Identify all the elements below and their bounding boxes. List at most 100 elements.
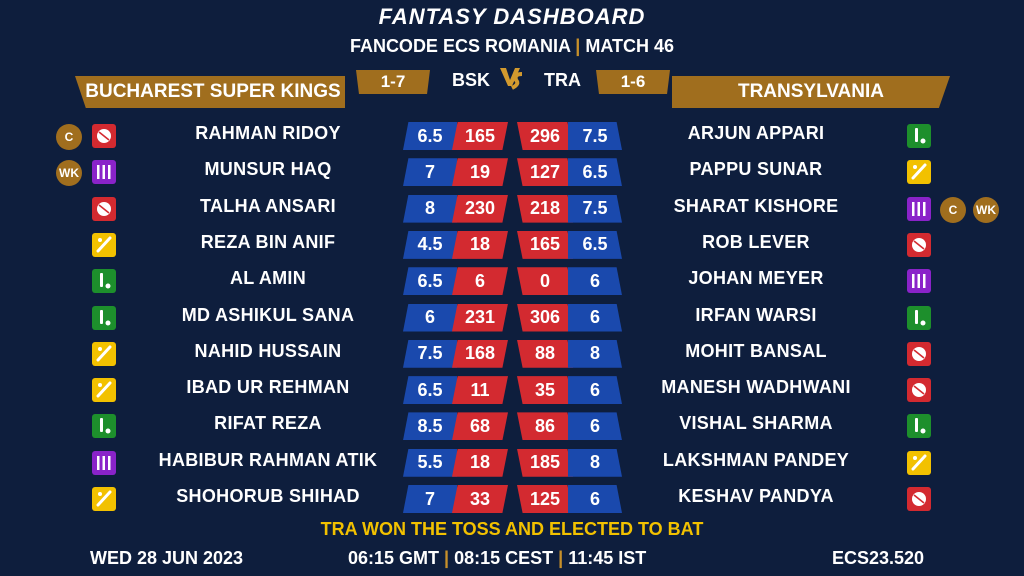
left-player-name: MUNSUR HAQ	[204, 159, 332, 180]
bat-ball-icon	[92, 305, 116, 330]
left-player-points: 19	[452, 158, 508, 187]
right-player-points: 88	[517, 339, 573, 368]
all-rounder-icon	[92, 487, 116, 511]
right-player-points: 35	[517, 376, 573, 405]
right-player-credit: 6.5	[568, 230, 622, 259]
right-player-credit: 6	[568, 376, 622, 405]
bat-ball-icon	[907, 305, 931, 330]
right-player-points: 0	[517, 267, 573, 296]
player-row: MD ASHIKUL SANA 6 231 306 6 IRFAN WARSI	[0, 302, 1024, 334]
match-date: WED 28 JUN 2023	[90, 548, 244, 568]
left-player-credit: 5.5	[403, 448, 457, 477]
left-player-credit: 6	[403, 303, 457, 332]
right-player-points: 127	[517, 158, 573, 187]
ball-icon	[907, 341, 931, 366]
all-rounder-icon	[907, 160, 931, 185]
right-player-credit: 7.5	[568, 194, 622, 223]
right-player-points: 165	[517, 230, 573, 259]
right-player-points: 125	[517, 485, 573, 513]
left-player-points: 168	[452, 339, 508, 368]
right-player-points: 306	[517, 303, 573, 332]
left-team-abbr: BSK	[452, 70, 491, 90]
right-team-record: 1-6	[596, 70, 670, 94]
right-player-points: 86	[517, 412, 573, 441]
left-player-points: 68	[452, 412, 508, 441]
right-player-points: 296	[517, 122, 573, 150]
toss-result: TRA WON THE TOSS AND ELECTED TO BAT	[320, 519, 704, 539]
player-row: TALHA ANSARI 8 230 218 7.5 SHARAT KISHORE C WK	[0, 193, 1024, 225]
player-row: REZA BIN ANIF 4.5 18 165 6.5 ROB LEVER	[0, 229, 1024, 261]
right-player-name: JOHAN MEYER	[688, 268, 824, 289]
right-player-credit: 6	[568, 485, 622, 513]
wicketkeeper-badge: WK	[973, 196, 999, 223]
captain-badge: C	[56, 124, 82, 150]
time-separator: |	[444, 548, 450, 568]
all-rounder-icon	[907, 450, 931, 475]
stumps-icon	[92, 160, 116, 185]
player-row: C RAHMAN RIDOY 6.5 165 296 7.5 ARJUN APPARI	[0, 120, 1024, 152]
dashboard-title: FANTASY DASHBOARD	[378, 4, 646, 29]
left-player-name: REZA BIN ANIF	[200, 231, 336, 252]
all-rounder-icon	[92, 378, 116, 403]
right-player-name: MANESH WADHWANI	[661, 377, 851, 398]
left-player-credit: 8.5	[403, 412, 457, 441]
bat-ball-icon	[92, 414, 116, 439]
vs-icon	[498, 64, 526, 99]
left-player-name: SHOHORUB SHIHAD	[176, 486, 360, 506]
right-player-credit: 6.5	[568, 158, 622, 187]
player-row: IBAD UR REHMAN 6.5 11 35 6 MANESH WADHWANI	[0, 374, 1024, 406]
left-player-points: 18	[452, 448, 508, 477]
match-times: 06:15 GMT | 08:15 CEST | 11:45 IST	[348, 548, 646, 569]
left-player-name: HABIBUR RAHMAN ATIK	[158, 449, 378, 470]
left-player-credit: 4.5	[403, 230, 457, 259]
left-player-points: 18	[452, 230, 508, 259]
player-row: WK MUNSUR HAQ 7 19 127 6.5 PAPPU SUNAR	[0, 156, 1024, 188]
bat-ball-icon	[907, 414, 931, 439]
left-player-credit: 6.5	[403, 267, 457, 296]
right-player-name: ROB LEVER	[702, 231, 810, 252]
left-player-points: 11	[452, 376, 508, 405]
left-player-name: MD ASHIKUL SANA	[181, 304, 355, 325]
left-player-points: 33	[452, 485, 508, 513]
right-player-credit: 6	[568, 267, 622, 296]
ball-icon	[907, 378, 931, 403]
stumps-icon	[907, 269, 931, 294]
right-player-name: LAKSHMAN PANDEY	[662, 449, 850, 470]
right-player-credit: 7.5	[568, 122, 622, 150]
time-separator: |	[558, 548, 564, 568]
right-player-points: 218	[517, 194, 573, 223]
right-player-name: ARJUN APPARI	[687, 123, 825, 143]
left-player-name: RAHMAN RIDOY	[195, 123, 341, 143]
all-rounder-icon	[92, 341, 116, 366]
player-row: HABIBUR RAHMAN ATIK 5.5 18 185 8 LAKSHMAN PAN…	[0, 447, 1024, 479]
right-player-name: IRFAN WARSI	[695, 304, 817, 325]
league-name: FANCODE ECS ROMANIA	[349, 36, 571, 56]
match-subtitle: FANCODE ECS ROMANIA | MATCH 46	[0, 36, 1024, 57]
match-code: ECS23.520	[832, 548, 925, 568]
right-team-abbr: TRA	[544, 70, 581, 90]
ball-icon	[907, 487, 931, 511]
player-row: AL AMIN 6.5 6 0 6 JOHAN MEYER	[0, 265, 1024, 297]
right-player-points: 185	[517, 448, 573, 477]
right-player-credit: 6	[568, 412, 622, 441]
player-row: RIFAT REZA 8.5 68 86 6 VISHAL SHARMA	[0, 410, 1024, 442]
ball-icon	[907, 232, 931, 257]
left-player-points: 165	[452, 122, 508, 150]
left-player-name: RIFAT REZA	[214, 413, 322, 434]
captain-badge: C	[940, 196, 966, 223]
time-cest: 08:15 CEST	[454, 548, 554, 568]
bat-ball-icon	[92, 269, 116, 294]
all-rounder-icon	[92, 232, 116, 257]
player-row: NAHID HUSSAIN 7.5 168 88 8 MOHIT BANSAL	[0, 338, 1024, 370]
left-player-credit: 6.5	[403, 122, 457, 150]
ball-icon	[92, 124, 116, 148]
left-team-banner: BUCHAREST SUPER KINGS	[75, 76, 345, 108]
left-player-points: 231	[452, 303, 508, 332]
right-player-credit: 8	[568, 448, 622, 477]
right-player-name: PAPPU SUNAR	[689, 159, 823, 180]
left-player-credit: 7	[403, 158, 457, 187]
right-player-name: VISHAL SHARMA	[679, 413, 833, 434]
stumps-icon	[907, 196, 931, 221]
right-player-name: SHARAT KISHORE	[673, 195, 839, 216]
left-player-name: NAHID HUSSAIN	[194, 340, 342, 361]
